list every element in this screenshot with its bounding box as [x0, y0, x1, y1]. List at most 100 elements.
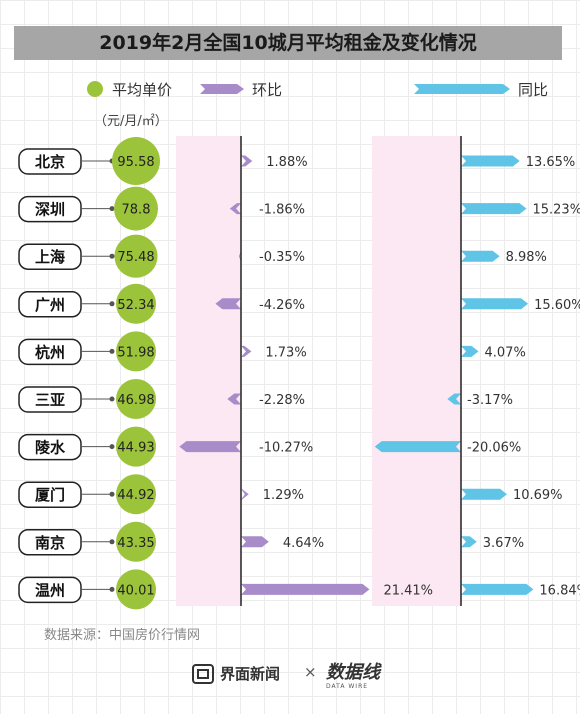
legend-yoy-label: 同比 — [518, 80, 549, 99]
legend-yoy: 同比 — [414, 78, 548, 100]
yoy-arrow — [461, 298, 529, 310]
yoy-value-label: 10.69% — [513, 488, 563, 503]
price-bubble — [116, 379, 156, 419]
brand-separator: × — [304, 663, 317, 681]
yoy-value-label: 15.60% — [534, 298, 580, 313]
connector-dot — [109, 348, 115, 354]
price-bubble — [116, 569, 156, 610]
yoy-arrow — [374, 441, 461, 453]
price-value-label: 44.92 — [117, 488, 154, 503]
mom-arrow — [229, 203, 241, 215]
yoy-arrow — [447, 393, 461, 405]
mom-value-label: 21.41% — [383, 583, 433, 598]
city-label: 温州 — [35, 581, 65, 599]
brand-name: 界面新闻 — [220, 665, 281, 683]
title-bar: 2019年2月全国10城月平均租金及变化情况 — [14, 26, 562, 60]
price-bubble — [114, 186, 158, 231]
mom-arrow — [241, 583, 370, 595]
city-label-box — [18, 243, 82, 270]
yoy-arrow — [461, 345, 479, 357]
yoy-arrow — [461, 488, 507, 500]
connector-dot — [109, 206, 115, 212]
city-label-box — [18, 529, 82, 556]
legend-mom-label: 环比 — [252, 80, 283, 99]
mom-value-label: -2.28% — [259, 393, 305, 408]
yoy-arrow — [461, 155, 520, 167]
legend-mom: 环比 — [200, 78, 282, 100]
mom-value-label: 1.29% — [263, 488, 304, 503]
mom-arrow — [215, 298, 241, 310]
connector-dot — [109, 301, 115, 307]
city-label-box — [18, 291, 82, 318]
mom-arrow — [241, 345, 252, 357]
city-label: 深圳 — [35, 201, 65, 219]
city-label: 三亚 — [35, 391, 65, 409]
legend-price: 平均单价 — [86, 78, 172, 100]
price-bubble — [114, 234, 158, 278]
price-bubble — [116, 331, 156, 372]
brand-separator-wrap: × — [304, 663, 317, 681]
price-value-label: 78.8 — [122, 203, 151, 218]
yoy-negative-band — [372, 136, 461, 606]
price-value-label: 46.98 — [117, 393, 154, 408]
partner-logo: 数据线 — [326, 662, 380, 683]
brand-jiemian: 界面新闻 — [192, 663, 280, 684]
legend-price-marker — [87, 81, 103, 97]
mom-negative-band — [176, 136, 241, 606]
mom-value-label: 1.88% — [266, 155, 307, 170]
city-label-box — [18, 386, 82, 413]
jiemian-logo-icon — [192, 663, 214, 684]
yoy-arrow — [461, 203, 527, 215]
city-label-box — [18, 576, 82, 604]
city-label: 厦门 — [35, 486, 65, 504]
mom-arrow — [241, 536, 269, 548]
city-label-box — [18, 195, 82, 223]
connector-dot — [109, 539, 115, 545]
mom-value-label: -10.27% — [259, 441, 313, 456]
price-value-label: 75.48 — [117, 250, 154, 265]
chart-title: 2019年2月全国10城月平均租金及变化情况 — [99, 32, 477, 54]
yoy-value-label: 15.23% — [532, 203, 580, 218]
mom-value-label: 4.64% — [283, 536, 324, 551]
mom-value-label: 1.73% — [265, 345, 306, 360]
connector-dot — [109, 444, 115, 450]
legend-yoy-marker — [414, 84, 510, 94]
mom-arrow — [227, 393, 241, 405]
mom-arrow — [179, 441, 241, 453]
city-label-box — [18, 481, 82, 508]
mom-value-label: -1.86% — [259, 203, 305, 218]
partner-sub: DATA WIRE — [326, 683, 369, 690]
yoy-arrow — [461, 250, 500, 262]
city-label: 杭州 — [35, 343, 65, 361]
legend-mom-marker — [200, 84, 244, 94]
mom-value-label: -0.35% — [259, 250, 305, 265]
yoy-arrow — [461, 536, 477, 548]
yoy-value-label: 3.67% — [483, 536, 524, 551]
city-label: 陵水 — [35, 439, 66, 457]
connector-dot — [109, 253, 115, 259]
price-bubble — [112, 137, 160, 185]
price-value-label: 51.98 — [117, 345, 154, 360]
mom-arrow — [241, 155, 253, 167]
price-bubble — [116, 426, 156, 467]
city-label-box — [18, 148, 82, 175]
price-value-label: 95.58 — [117, 155, 154, 170]
city-label: 广州 — [35, 296, 65, 314]
yoy-arrow — [461, 583, 534, 595]
mom-arrow — [241, 488, 249, 500]
connector-dot — [109, 396, 115, 402]
city-label: 上海 — [35, 248, 65, 266]
yoy-value-label: -20.06% — [467, 441, 521, 456]
yoy-value-label: 13.65% — [526, 155, 576, 170]
price-value-label: 44.93 — [117, 441, 154, 456]
mom-value-label: -4.26% — [259, 298, 305, 313]
yoy-value-label: -3.17% — [467, 393, 513, 408]
city-label-box — [18, 338, 82, 366]
city-label: 南京 — [35, 534, 65, 552]
city-label: 北京 — [35, 153, 65, 171]
price-bubble — [116, 474, 156, 515]
brand-partner: 数据线 DATA WIRE — [326, 662, 380, 691]
legend-price-label: 平均单价 — [112, 80, 173, 99]
price-bubble — [116, 521, 156, 562]
